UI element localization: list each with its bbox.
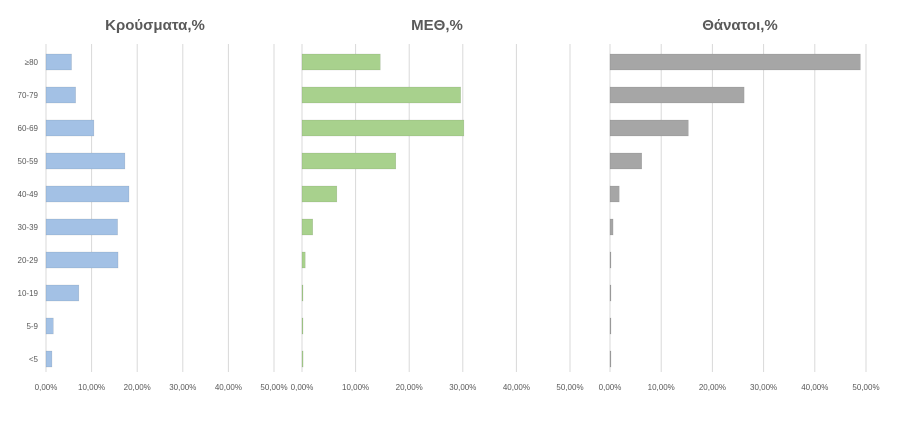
category-label: 60-69	[18, 124, 39, 133]
bar	[609, 119, 689, 137]
bar	[45, 317, 54, 335]
x-tick-label: 10,00%	[648, 383, 675, 392]
chart-title: Κρούσματα,%	[105, 17, 205, 34]
x-tick-label: 0,00%	[291, 383, 314, 392]
bar	[301, 317, 304, 335]
bar	[301, 284, 304, 302]
bar	[609, 185, 620, 203]
bar	[45, 218, 118, 236]
bar	[301, 185, 338, 203]
bar	[609, 284, 612, 302]
bar	[609, 152, 642, 170]
bar	[609, 218, 614, 236]
bar	[301, 251, 306, 269]
bar	[609, 53, 861, 71]
category-label: 50-59	[18, 157, 39, 166]
category-label: 70-79	[18, 91, 39, 100]
category-label: 30-39	[18, 223, 39, 232]
bar	[301, 350, 304, 368]
x-tick-label: 0,00%	[35, 383, 58, 392]
category-label: 20-29	[18, 256, 39, 265]
x-tick-label: 40,00%	[801, 383, 828, 392]
chart-title: Θάνατοι,%	[702, 17, 778, 34]
category-label: 5-9	[26, 322, 38, 331]
bar	[45, 53, 72, 71]
bar	[301, 86, 461, 104]
bar	[301, 53, 381, 71]
bar	[609, 350, 612, 368]
x-tick-label: 20,00%	[396, 383, 423, 392]
x-tick-label: 50,00%	[556, 383, 583, 392]
bar	[45, 152, 126, 170]
bar	[609, 86, 745, 104]
bar	[45, 350, 53, 368]
x-tick-label: 30,00%	[449, 383, 476, 392]
bar	[45, 185, 130, 203]
x-tick-label: 10,00%	[78, 383, 105, 392]
bar	[45, 86, 76, 104]
x-tick-label: 40,00%	[503, 383, 530, 392]
chart-title: ΜΕΘ,%	[411, 17, 463, 34]
x-tick-label: 40,00%	[215, 383, 242, 392]
x-tick-label: 20,00%	[699, 383, 726, 392]
category-label: 10-19	[18, 289, 39, 298]
x-tick-label: 10,00%	[342, 383, 369, 392]
bar	[301, 218, 313, 236]
bar	[609, 251, 612, 269]
bar	[45, 251, 119, 269]
category-label: <5	[29, 355, 39, 364]
bar	[609, 317, 612, 335]
category-label: ≥80	[25, 58, 39, 67]
bar	[301, 119, 465, 137]
bar	[45, 119, 95, 137]
x-tick-label: 0,00%	[599, 383, 622, 392]
x-tick-label: 30,00%	[169, 383, 196, 392]
x-tick-label: 30,00%	[750, 383, 777, 392]
bar	[45, 284, 80, 302]
category-label: 40-49	[18, 190, 39, 199]
bar	[301, 152, 397, 170]
x-tick-label: 20,00%	[124, 383, 151, 392]
x-tick-label: 50,00%	[852, 383, 879, 392]
x-tick-label: 50,00%	[260, 383, 287, 392]
